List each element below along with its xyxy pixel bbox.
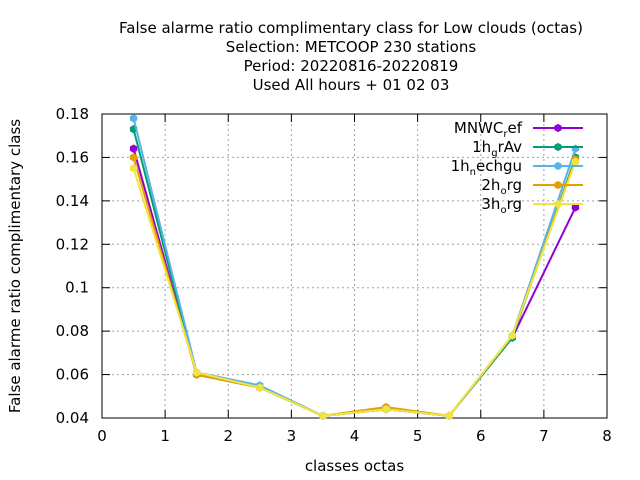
y-axis-label: False alarme ratio complimentary class	[6, 119, 24, 413]
x-tick-label: 3	[287, 427, 297, 445]
series-lines	[129, 114, 580, 420]
y-tick-label: 0.16	[56, 148, 89, 166]
y-tick-label: 0.06	[56, 366, 89, 384]
title-line: Used All hours + 01 02 03	[253, 76, 450, 94]
title-line: Period: 20220816-20220819	[244, 57, 459, 75]
chart-title: False alarme ratio complimentary class f…	[119, 19, 583, 94]
x-tick-label: 7	[539, 427, 549, 445]
legend-marker	[554, 142, 562, 152]
y-tick-label: 0.1	[65, 279, 89, 297]
x-tick-label: 2	[223, 427, 233, 445]
data-point	[319, 411, 327, 420]
data-point	[571, 203, 580, 212]
data-point	[256, 383, 264, 392]
x-tick-label: 0	[97, 427, 107, 445]
x-tick-label: 6	[476, 427, 486, 445]
legend-item: 1hnechgu	[451, 157, 583, 178]
legend-marker	[554, 180, 562, 190]
x-tick-label: 1	[160, 427, 170, 445]
data-point	[571, 157, 580, 166]
x-tick-label: 5	[413, 427, 423, 445]
legend-item: MNWCref	[454, 119, 583, 140]
grid	[102, 114, 607, 418]
data-point	[193, 368, 201, 377]
data-point	[129, 144, 138, 153]
legend-marker	[554, 199, 562, 209]
y-tick-label: 0.08	[56, 322, 89, 340]
legend-label: MNWCref	[454, 119, 523, 140]
legend-label: 2horg	[481, 176, 522, 197]
legend-item: 1hgrAv	[472, 138, 583, 159]
legend-marker	[554, 161, 562, 171]
data-point	[129, 164, 138, 173]
title-line: False alarme ratio complimentary class f…	[119, 19, 583, 37]
legend-label: 3horg	[481, 195, 522, 216]
y-tick-label: 0.12	[56, 235, 89, 253]
axis-ticks: 0 1 2 3 4 5 6 7 8 0.04 0.06 0.08 0.1 0.12 0.14 0.16 0.18	[56, 105, 612, 445]
data-point	[129, 114, 138, 123]
x-axis-label: classes octas	[305, 457, 405, 475]
legend-item: 2horg	[481, 176, 583, 197]
x-tick-label: 8	[602, 427, 612, 445]
series-line	[132, 161, 577, 417]
legend-label: 1hnechgu	[451, 157, 522, 178]
legend-item: 3horg	[481, 195, 583, 216]
title-line: Selection: METCOOP 230 stations	[226, 38, 477, 56]
y-tick-label: 0.18	[56, 105, 89, 123]
data-point	[382, 405, 390, 414]
series-4	[129, 157, 580, 420]
x-tick-label: 4	[350, 427, 360, 445]
legend-label: 1hgrAv	[472, 138, 522, 159]
data-point	[445, 411, 453, 420]
data-point	[129, 153, 138, 162]
y-tick-label: 0.04	[56, 409, 89, 427]
legend-marker	[554, 123, 562, 133]
data-point	[508, 331, 516, 340]
y-tick-label: 0.14	[56, 192, 89, 210]
